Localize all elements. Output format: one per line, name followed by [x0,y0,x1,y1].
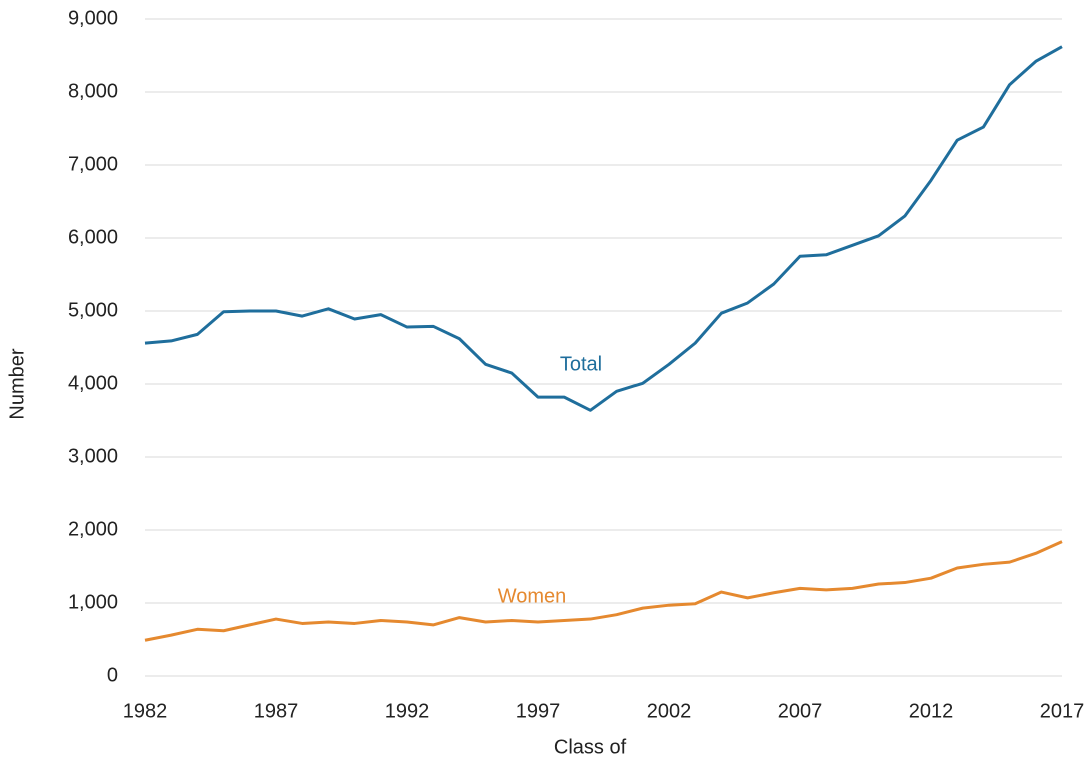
y-tick-label: 7,000 [68,153,118,175]
x-tick-label: 1992 [385,700,430,722]
x-tick-label: 1997 [516,700,561,722]
y-tick-label: 8,000 [68,80,118,102]
x-axis-label: Class of [554,736,627,758]
x-tick-label: 2017 [1040,700,1085,722]
series-line [144,45,1063,412]
y-tick-label: 2,000 [68,518,118,540]
x-tick-label: 1987 [254,700,299,722]
y-tick-label: 3,000 [68,445,118,467]
x-tick-label: 2007 [778,700,823,722]
y-tick-label: 4,000 [68,372,118,394]
series-label: Total [560,353,602,375]
y-tick-label: 5,000 [68,299,118,321]
y-axis-label: Number [6,348,28,419]
y-tick-label: 0 [107,664,118,686]
y-tick-label: 9,000 [68,7,118,29]
x-tick-label: 1982 [123,700,168,722]
y-tick-label: 1,000 [68,591,118,613]
x-tick-label: 2002 [647,700,692,722]
y-tick-label: 6,000 [68,226,118,248]
x-tick-label: 2012 [909,700,954,722]
series-label: Women [498,585,567,607]
series-line [144,540,1063,642]
